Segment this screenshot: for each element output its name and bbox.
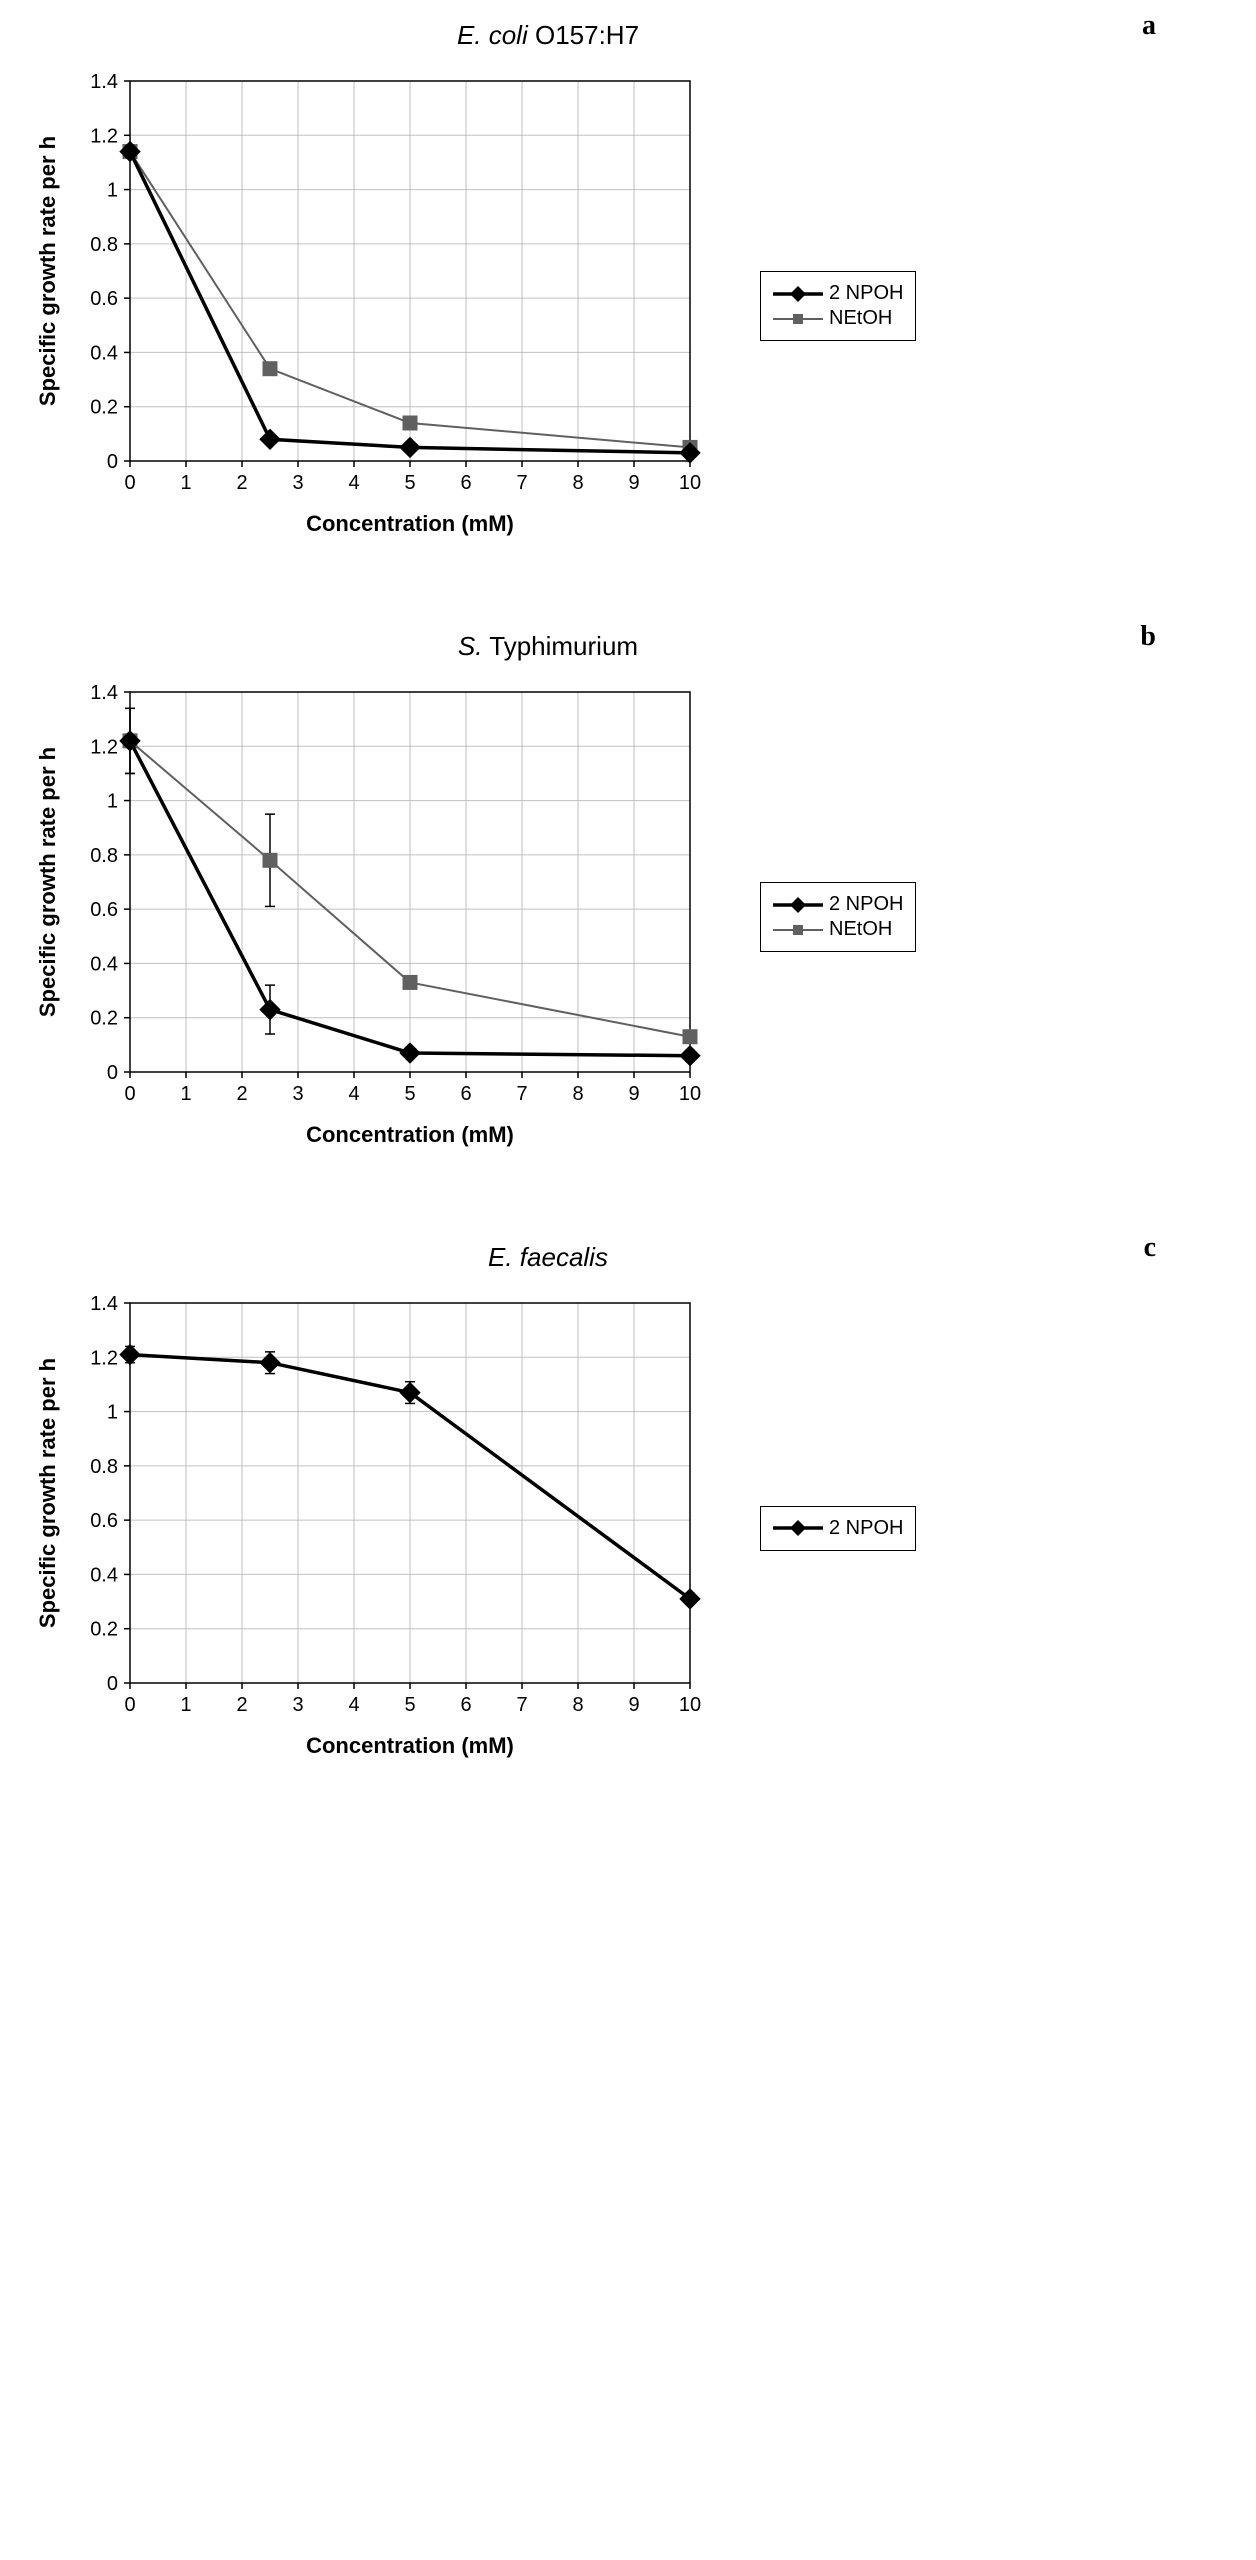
xtick-label: 8 (572, 1083, 583, 1105)
ytick-label: 1.4 (90, 1293, 118, 1315)
xtick-label: 7 (516, 1083, 527, 1105)
xtick-label: 1 (180, 1083, 191, 1105)
xtick-label: 9 (628, 1083, 639, 1105)
xtick-label: 9 (628, 1694, 639, 1716)
ylabel: Specific growth rate per h (35, 1358, 60, 1628)
ytick-label: 1 (107, 791, 118, 813)
chart-panel-a: E. coli O157:H7a00.20.40.60.811.21.40123… (20, 20, 1256, 551)
panel-label: c (1144, 1232, 1156, 1264)
chart-title: E. faecalis (0, 1242, 1256, 1273)
xtick-label: 10 (679, 1694, 701, 1716)
ylabel: Specific growth rate per h (35, 747, 60, 1017)
xtick-label: 8 (572, 1694, 583, 1716)
chart-svg: 0 0.2 0.4 0.6 0.8 1 1.2 1.4 0 1 2 3 4 5 6 7 8 9 10 Concentr… (20, 1283, 720, 1773)
legend-item-2npoh: 2 NPOH (773, 893, 903, 916)
legend-label: 2 NPOH (829, 282, 903, 305)
ytick-label: 0.8 (90, 845, 118, 867)
ylabel: Specific growth rate per h (35, 136, 60, 406)
ytick-label: 0.8 (90, 1456, 118, 1478)
xtick-label: 8 (572, 472, 583, 494)
xtick-label: 3 (292, 472, 303, 494)
ytick-label: 0 (107, 1673, 118, 1695)
ytick-label: 0 (107, 451, 118, 473)
xtick-label: 4 (348, 472, 359, 494)
legend: 2 NPOHNEtOH (760, 271, 916, 341)
chart-panel-b: S. Typhimuriumb00.20.40.60.811.21.401234… (20, 631, 1256, 1162)
xtick-label: 6 (460, 472, 471, 494)
legend-item-2npoh: 2 NPOH (773, 282, 903, 305)
xtick-label: 1 (180, 472, 191, 494)
xlabel: Concentration (mM) (306, 511, 514, 536)
xtick-label: 3 (292, 1083, 303, 1105)
ytick-label: 0.4 (90, 1564, 118, 1586)
chart-title: S. Typhimurium (0, 631, 1256, 662)
xtick-label: 2 (236, 1694, 247, 1716)
xtick-label: 9 (628, 472, 639, 494)
legend-label: 2 NPOH (829, 1517, 903, 1540)
ytick-label: 0.4 (90, 953, 118, 975)
xtick-label: 7 (516, 472, 527, 494)
xtick-label: 10 (679, 472, 701, 494)
legend-label: 2 NPOH (829, 893, 903, 916)
ytick-label: 0 (107, 1062, 118, 1084)
ytick-label: 1.4 (90, 71, 118, 93)
chart-figure: E. coli O157:H7a00.20.40.60.811.21.40123… (20, 20, 1256, 1773)
legend-item-netoh: NEtOH (773, 307, 903, 330)
xlabel: Concentration (mM) (306, 1122, 514, 1147)
ytick-label: 0.2 (90, 1008, 118, 1030)
xtick-label: 5 (404, 472, 415, 494)
xtick-label: 7 (516, 1694, 527, 1716)
ytick-label: 0.6 (90, 288, 118, 310)
xtick-label: 2 (236, 472, 247, 494)
ytick-label: 1.2 (90, 736, 118, 758)
chart-panel-c: E. faecalisc00.20.40.60.811.21.401234567… (20, 1242, 1256, 1773)
chart-svg: 0 0.2 0.4 0.6 0.8 1 1.2 1.4 0 1 2 3 4 5 6 7 8 9 10 Concentr… (20, 61, 720, 551)
ytick-label: 1.2 (90, 1347, 118, 1369)
ytick-label: 0.8 (90, 234, 118, 256)
legend: 2 NPOHNEtOH (760, 882, 916, 952)
panel-label: a (1142, 10, 1156, 42)
panel-label: b (1140, 621, 1156, 653)
ytick-label: 0.6 (90, 1510, 118, 1532)
ytick-label: 1.4 (90, 682, 118, 704)
xtick-label: 10 (679, 1083, 701, 1105)
xtick-label: 1 (180, 1694, 191, 1716)
legend-item-netoh: NEtOH (773, 918, 903, 941)
xtick-label: 5 (404, 1694, 415, 1716)
ytick-label: 0.6 (90, 899, 118, 921)
xtick-label: 2 (236, 1083, 247, 1105)
xtick-label: 0 (124, 472, 135, 494)
ytick-label: 1 (107, 1402, 118, 1424)
chart-title: E. coli O157:H7 (0, 20, 1256, 51)
xtick-label: 0 (124, 1083, 135, 1105)
ytick-label: 0.2 (90, 397, 118, 419)
xtick-label: 5 (404, 1083, 415, 1105)
xtick-label: 0 (124, 1694, 135, 1716)
ytick-label: 0.2 (90, 1619, 118, 1641)
chart-svg: 0 0.2 0.4 0.6 0.8 1 1.2 1.4 0 1 2 3 4 5 6 7 8 9 10 Concentr… (20, 672, 720, 1162)
xtick-label: 6 (460, 1083, 471, 1105)
ytick-label: 1.2 (90, 125, 118, 147)
legend-item-2npoh: 2 NPOH (773, 1517, 903, 1540)
xtick-label: 3 (292, 1694, 303, 1716)
ytick-label: 0.4 (90, 342, 118, 364)
legend-label: NEtOH (829, 307, 892, 330)
xlabel: Concentration (mM) (306, 1733, 514, 1758)
ytick-label: 1 (107, 180, 118, 202)
xtick-label: 4 (348, 1694, 359, 1716)
legend: 2 NPOH (760, 1506, 916, 1551)
xtick-label: 6 (460, 1694, 471, 1716)
legend-label: NEtOH (829, 918, 892, 941)
xtick-label: 4 (348, 1083, 359, 1105)
